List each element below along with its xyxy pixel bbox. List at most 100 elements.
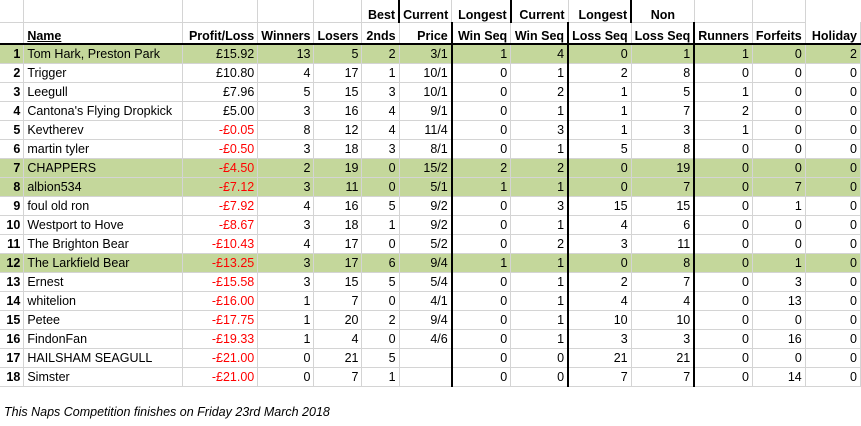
table-row: 2 Trigger £10.80 4 17 1 10/1 0 1 2 8 0 0 0 — [0, 63, 861, 83]
seconds-cell: 0 — [361, 329, 400, 349]
profit-cell: -£21.00 — [182, 367, 259, 387]
non-runners-cell: 0 — [694, 215, 753, 235]
holiday-cell: 2 — [805, 44, 861, 64]
price-cell — [399, 348, 453, 368]
forfeits-cell: 14 — [752, 367, 806, 387]
seconds-cell: 4 — [361, 101, 400, 121]
winners-cell: 4 — [257, 196, 315, 216]
current-loss-seq-cell: 15 — [568, 196, 632, 216]
holiday-cell: 0 — [805, 253, 861, 273]
forfeits-cell: 0 — [752, 139, 806, 159]
name-cell: Simster — [23, 367, 183, 387]
longest-loss-seq-cell: 15 — [631, 196, 696, 216]
losers-cell: 16 — [313, 101, 363, 121]
header-profit: Profit/Loss — [182, 22, 259, 45]
holiday-cell: 0 — [805, 158, 861, 178]
name-cell: HAILSHAM SEAGULL — [23, 348, 183, 368]
table-row: 16 FindonFan -£19.33 1 4 0 4/6 0 1 3 3 0 16 0 — [0, 329, 861, 349]
price-cell: 9/1 — [399, 101, 453, 121]
current-win-seq-cell: 2 — [451, 158, 512, 178]
price-cell: 8/1 — [399, 139, 453, 159]
header-seconds: 2nds — [361, 22, 400, 45]
longest-win-seq-cell: 1 — [510, 329, 570, 349]
current-win-seq-cell: 0 — [451, 291, 512, 311]
losers-cell: 4 — [313, 329, 363, 349]
winners-cell: 3 — [257, 215, 315, 235]
longest-win-seq-cell: 1 — [510, 63, 570, 83]
non-runners-cell: 2 — [694, 101, 753, 121]
seconds-cell: 2 — [361, 310, 400, 330]
forfeits-cell: 0 — [752, 120, 806, 140]
rank-cell: 16 — [0, 329, 25, 349]
longest-loss-seq-cell: 7 — [631, 272, 696, 292]
rank-cell: 14 — [0, 291, 25, 311]
holiday-cell: 0 — [805, 196, 861, 216]
winners-cell: 3 — [257, 101, 315, 121]
non-runners-cell: 0 — [694, 234, 753, 254]
rank-cell: 13 — [0, 272, 25, 292]
winners-cell: 3 — [257, 177, 315, 197]
longest-loss-seq-cell: 4 — [631, 291, 696, 311]
losers-cell: 11 — [313, 177, 363, 197]
longest-win-seq-cell: 4 — [510, 44, 570, 64]
losers-cell: 15 — [313, 272, 363, 292]
longest-win-seq-cell: 1 — [510, 101, 570, 121]
name-cell: whitelion — [23, 291, 183, 311]
profit-cell: £15.92 — [182, 44, 259, 64]
seconds-cell: 3 — [361, 82, 400, 102]
forfeits-cell: 7 — [752, 177, 806, 197]
longest-loss-seq-cell: 6 — [631, 215, 696, 235]
table-row: 14 whitelion -£16.00 1 7 0 4/1 0 1 4 4 0 13 0 — [0, 291, 861, 311]
forfeits-cell: 0 — [752, 310, 806, 330]
holiday-cell: 0 — [805, 63, 861, 83]
table-row: 4 Cantona's Flying Dropkick £5.00 3 16 4 9/1 0 1… — [0, 101, 861, 121]
longest-loss-seq-cell: 3 — [631, 329, 696, 349]
losers-cell: 16 — [313, 196, 363, 216]
longest-win-seq-cell: 1 — [510, 215, 570, 235]
header-name: Name — [23, 22, 183, 45]
non-runners-cell: 0 — [694, 272, 753, 292]
table-row: 1 Tom Hark, Preston Park £15.92 13 5 2 3/1 1 4 0 1… — [0, 44, 861, 64]
forfeits-cell: 0 — [752, 44, 806, 64]
winners-cell: 5 — [257, 82, 315, 102]
non-runners-cell: 0 — [694, 291, 753, 311]
name-cell: martin tyler — [23, 139, 183, 159]
longest-win-seq-cell: 3 — [510, 196, 570, 216]
rank-cell: 11 — [0, 234, 25, 254]
table-row: 18 Simster -£21.00 0 7 1 0 0 7 7 0 14 0 — [0, 367, 861, 387]
name-cell: Kevtherev — [23, 120, 183, 140]
name-cell: Ernest — [23, 272, 183, 292]
header-holiday: Holiday — [805, 22, 861, 45]
profit-cell: £10.80 — [182, 63, 259, 83]
price-cell: 9/2 — [399, 215, 453, 235]
name-cell: albion534 — [23, 177, 183, 197]
table-row: 17 HAILSHAM SEAGULL -£21.00 0 21 5 0 0 21 21 0 0 0 — [0, 348, 861, 368]
profit-cell: -£0.05 — [182, 120, 259, 140]
table-row: 12 The Larkfield Bear -£13.25 3 17 6 9/4 1 1 0 8 0 1… — [0, 253, 861, 273]
current-loss-seq-cell: 7 — [568, 367, 632, 387]
winners-cell: 13 — [257, 44, 315, 64]
winners-cell: 4 — [257, 234, 315, 254]
losers-cell: 18 — [313, 215, 363, 235]
holiday-cell: 0 — [805, 82, 861, 102]
forfeits-cell: 0 — [752, 215, 806, 235]
non-runners-cell: 0 — [694, 139, 753, 159]
current-win-seq-cell: 0 — [451, 348, 512, 368]
current-win-seq-cell: 0 — [451, 82, 512, 102]
name-cell: Trigger — [23, 63, 183, 83]
winners-cell: 8 — [257, 120, 315, 140]
price-cell: 5/2 — [399, 234, 453, 254]
price-cell: 9/4 — [399, 253, 453, 273]
losers-cell: 21 — [313, 348, 363, 368]
header-loss-seq: Loss Seq — [568, 22, 632, 45]
holiday-cell: 0 — [805, 348, 861, 368]
current-loss-seq-cell: 1 — [568, 120, 632, 140]
price-cell: 9/2 — [399, 196, 453, 216]
header-current-win: Current — [399, 0, 453, 23]
current-loss-seq-cell: 1 — [568, 101, 632, 121]
table-row: 5 Kevtherev -£0.05 8 12 4 11/4 0 3 1 3 1 0 0 — [0, 120, 861, 140]
current-win-seq-cell: 0 — [451, 196, 512, 216]
seconds-cell: 1 — [361, 367, 400, 387]
header-non: Non — [631, 0, 695, 23]
name-cell: Westport to Hove — [23, 215, 183, 235]
